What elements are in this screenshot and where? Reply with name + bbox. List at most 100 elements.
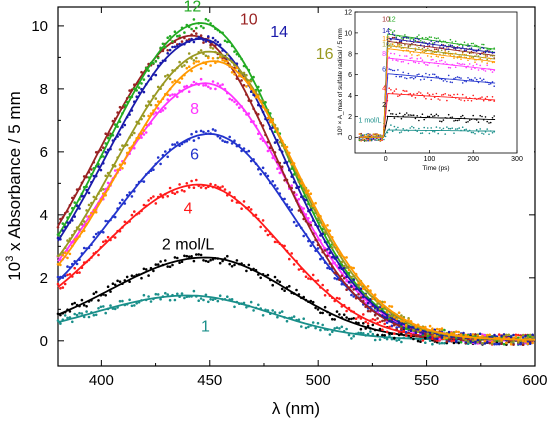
y-tick-label: 6 <box>40 144 48 161</box>
inset-point <box>442 44 445 46</box>
series-6-point <box>214 129 217 132</box>
inset-point <box>419 132 422 135</box>
series-4-point <box>321 283 325 287</box>
series-2-point <box>376 333 379 337</box>
series-2-point <box>228 262 231 266</box>
series-2-label: 2 mol/L <box>162 236 215 253</box>
series-10-point <box>416 334 420 338</box>
inset-point <box>453 93 455 96</box>
series-6-point <box>92 235 96 239</box>
series-1-point <box>395 339 399 342</box>
series-4-point <box>452 339 456 342</box>
series-1-point <box>331 330 334 334</box>
inset-point <box>372 133 375 135</box>
series-4-point <box>113 236 117 239</box>
inset-point <box>467 59 469 62</box>
inset-point <box>393 30 396 32</box>
inset-point <box>435 60 438 63</box>
inset-point <box>397 95 399 97</box>
inset-x-tick-label: 300 <box>511 156 523 163</box>
series-16-point <box>164 75 167 78</box>
series-14-point <box>331 255 334 259</box>
series-10-point <box>507 340 511 343</box>
inset-point <box>360 140 362 142</box>
series-2-point <box>82 303 86 307</box>
inset-point <box>470 131 473 134</box>
series-2-point <box>71 302 74 306</box>
x-tick-label: 450 <box>197 372 222 389</box>
series-18-point <box>171 80 174 84</box>
inset-point <box>425 72 427 75</box>
series-12-point <box>195 26 198 30</box>
inset-point <box>370 138 373 140</box>
inset-point <box>374 139 376 141</box>
inset-point <box>398 54 401 57</box>
series-18-point <box>226 60 229 63</box>
inset-point <box>398 112 401 115</box>
inset-point <box>391 92 394 94</box>
series-1-point <box>302 317 306 321</box>
series-1-point <box>87 315 91 319</box>
series-12-point <box>207 19 210 22</box>
series-2-point <box>199 253 203 257</box>
inset-point <box>404 43 406 45</box>
series-18-point <box>385 310 389 314</box>
inset-point <box>388 28 391 31</box>
series-16-point <box>133 131 136 135</box>
series-10-point <box>180 40 184 43</box>
inset-y-tick-label: 2 <box>348 114 352 121</box>
inset-point <box>479 64 482 67</box>
series-10-point <box>333 271 337 275</box>
series-18-point <box>459 333 463 336</box>
inset-point <box>437 56 440 58</box>
series-10-point <box>352 288 356 291</box>
series-4-point <box>264 229 267 233</box>
series-4-point <box>61 286 65 289</box>
series-14-point <box>326 248 329 251</box>
series-18-point <box>505 341 508 345</box>
series-12-point <box>156 56 160 60</box>
inset-point <box>482 133 485 135</box>
series-4-point <box>266 233 270 237</box>
series-2-point <box>412 337 415 341</box>
inset-point <box>414 47 417 50</box>
series-1-point <box>147 295 150 298</box>
inset-point <box>407 62 410 65</box>
series-14-point <box>469 340 472 343</box>
inset-point <box>432 42 434 44</box>
inset-point <box>470 78 473 81</box>
inset-point <box>416 74 419 76</box>
series-18-point <box>207 56 210 60</box>
inset-point <box>428 74 431 76</box>
series-6-point <box>519 342 522 346</box>
inset-point <box>491 96 494 98</box>
series-18-point <box>187 65 191 68</box>
inset-point <box>404 36 406 39</box>
series-4-point <box>514 333 518 337</box>
series-16-point <box>357 284 360 287</box>
inset-point <box>407 114 410 116</box>
series-2-point <box>128 280 131 284</box>
series-16-point <box>447 335 451 339</box>
inset-point <box>426 92 429 94</box>
inset-point <box>412 126 415 129</box>
series-2-point <box>378 327 382 331</box>
series-18-point <box>366 285 370 288</box>
inset-point <box>390 52 392 55</box>
series-12-point <box>526 334 530 337</box>
series-8-point <box>113 169 117 172</box>
inset-point <box>398 40 401 42</box>
series-8-point <box>276 167 279 170</box>
series-6-point <box>197 136 200 140</box>
inset-point <box>482 69 485 71</box>
series-2-point <box>187 255 191 258</box>
series-6-point <box>385 321 389 325</box>
inset-point <box>472 114 475 117</box>
series-1-point <box>350 337 353 340</box>
series-18-point <box>309 192 313 195</box>
series-14-point <box>462 331 465 335</box>
inset-point <box>481 96 483 98</box>
series-18-point <box>359 283 363 286</box>
series-2-point <box>276 279 279 282</box>
series-18-point <box>328 229 332 232</box>
